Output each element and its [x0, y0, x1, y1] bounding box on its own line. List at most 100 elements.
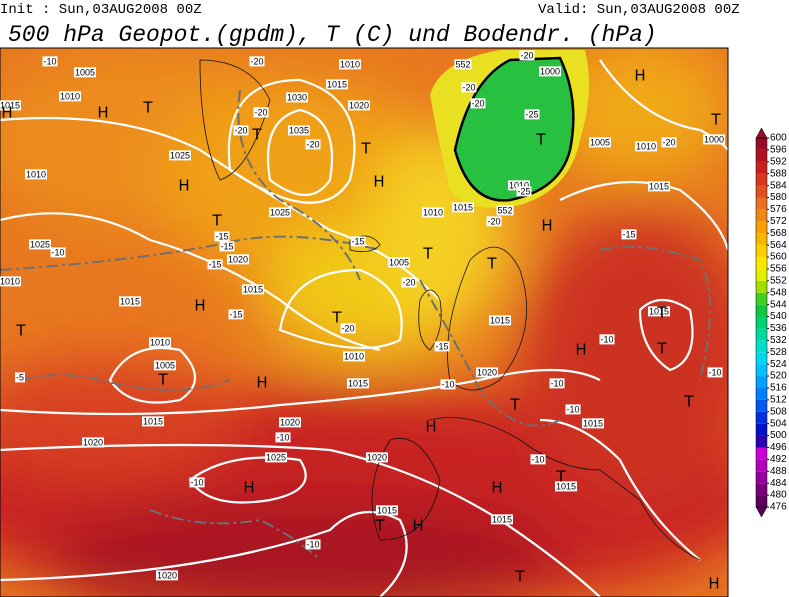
temperature-label: -20: [462, 82, 475, 92]
temperature-label-box: [565, 404, 581, 415]
isobar-label: 1000: [704, 134, 724, 144]
isobar-label: 1020: [367, 452, 387, 462]
isobar-label-box: [702, 134, 726, 145]
isobar-label: 1015: [556, 481, 576, 491]
temperature-label-box: [470, 98, 486, 109]
isobar-label: 1010: [340, 59, 360, 69]
colorbar-label: 576: [770, 204, 787, 215]
colorbar-label: 524: [770, 359, 787, 370]
temperature-label-box: [253, 107, 269, 118]
colorbar-swatch: [756, 471, 767, 484]
temperature-label-box: [249, 56, 265, 67]
isobar-label: 1015: [492, 514, 512, 524]
isobar-label-box: [365, 452, 389, 463]
colorbar-swatch: [756, 280, 767, 293]
colorbar-bottom-tip: [755, 506, 768, 518]
temperature-label-box: [207, 259, 223, 270]
temperature-label: -20: [520, 50, 533, 60]
temperature-label-box: [454, 59, 472, 70]
pressure-center: T: [683, 393, 694, 411]
isobar-label: 1010: [344, 351, 364, 361]
temperature-label-box: [621, 229, 637, 240]
pressure-center: T: [331, 309, 342, 327]
isobar-label-box: [118, 296, 142, 307]
isobar-label: 1010: [26, 169, 46, 179]
pressure-center: H: [412, 517, 423, 535]
isobar-label-box: [81, 437, 105, 448]
colorbar-label: 484: [770, 478, 787, 489]
colorbar-label: 492: [770, 454, 787, 465]
colorbar-label: 528: [770, 347, 787, 358]
temperature-label-box: [305, 539, 321, 550]
colorbar-swatch: [756, 411, 767, 424]
temperature-label-box: [440, 379, 456, 390]
colorbar-label: 580: [770, 192, 787, 203]
temperature-label: -10: [566, 404, 579, 414]
colorbar-label: 596: [770, 145, 787, 156]
isobar-label: 1000: [540, 66, 560, 76]
isobar-label-box: [148, 337, 172, 348]
temperature-label: -20: [250, 56, 263, 66]
colorbar-label: 600: [770, 133, 787, 144]
isobar-label: 1010: [0, 276, 20, 286]
temperature-label-box: [275, 432, 291, 443]
isobar-label: 1015: [0, 100, 20, 110]
temperature-label: -10: [441, 379, 454, 389]
isobar-label: 1010: [150, 337, 170, 347]
pressure-center: H: [97, 104, 108, 122]
isobar-label-box: [490, 514, 514, 525]
isobar-label: 1035: [289, 125, 309, 135]
pressure-center: H: [425, 418, 436, 436]
temperature-label: -15: [208, 259, 221, 269]
isobar-label: 1020: [83, 437, 103, 447]
colorbar-label: 512: [770, 395, 787, 406]
isobar-label: 1010: [60, 91, 80, 101]
isobar-label-box: [475, 367, 499, 378]
isobar-label-box: [634, 141, 658, 152]
isobar-label-box: [24, 169, 48, 180]
colorbar-swatch: [756, 173, 767, 186]
pressure-center: H: [373, 173, 384, 191]
colorbar-swatch: [756, 399, 767, 412]
colorbar-label: 588: [770, 168, 787, 179]
colorbar-swatch: [756, 376, 767, 388]
pressure-center: T: [710, 111, 721, 129]
isobar-label-box: [375, 505, 399, 516]
isobar-label: 1015: [120, 296, 140, 306]
colorbar-label: 480: [770, 490, 787, 501]
temperature-label-box: [228, 309, 244, 320]
isobar-label: 1015: [649, 181, 669, 191]
temperature-label: -10: [51, 247, 64, 257]
isobar-label: 1020: [477, 367, 497, 377]
temperature-label: -5: [16, 372, 24, 382]
isobar-label-box: [387, 257, 411, 268]
pressure-center: H: [1, 104, 12, 122]
isobar-label-box: [168, 150, 192, 161]
isobar-label-box: [226, 254, 250, 265]
pressure-center: T: [360, 140, 371, 158]
isobar-label: 1015: [243, 284, 263, 294]
colorbar-label: 476: [770, 502, 787, 513]
isobar-label-box: [325, 79, 349, 90]
pressure-center: H: [256, 374, 267, 392]
map-frame: [0, 47, 729, 597]
temperature-label-box: [305, 139, 321, 150]
map-title: 500 hPa Geopot.(gpdm), T (C) und Bodendr…: [8, 22, 657, 48]
isobar-label: 1010: [509, 180, 529, 190]
colorbar-swatch: [756, 423, 767, 436]
isobar-label-box: [538, 66, 562, 77]
temperature-label: -25: [517, 186, 530, 196]
colorbar-label: 564: [770, 240, 787, 251]
pressure-center: H: [243, 479, 254, 497]
temperature-label: 552: [455, 59, 470, 69]
isobar-label-box: [554, 481, 578, 492]
isobar-label: 1015: [348, 378, 368, 388]
temperature-label: -20: [662, 137, 675, 147]
colorbar-label: 556: [770, 264, 787, 275]
isobar-label: 1015: [490, 315, 510, 325]
isobar-label-box: [342, 351, 366, 362]
isobar-label: 1020: [228, 254, 248, 264]
temperature-label: -10: [708, 367, 721, 377]
isobar-label: 1005: [155, 360, 175, 370]
colorbar-frame: [755, 137, 768, 508]
